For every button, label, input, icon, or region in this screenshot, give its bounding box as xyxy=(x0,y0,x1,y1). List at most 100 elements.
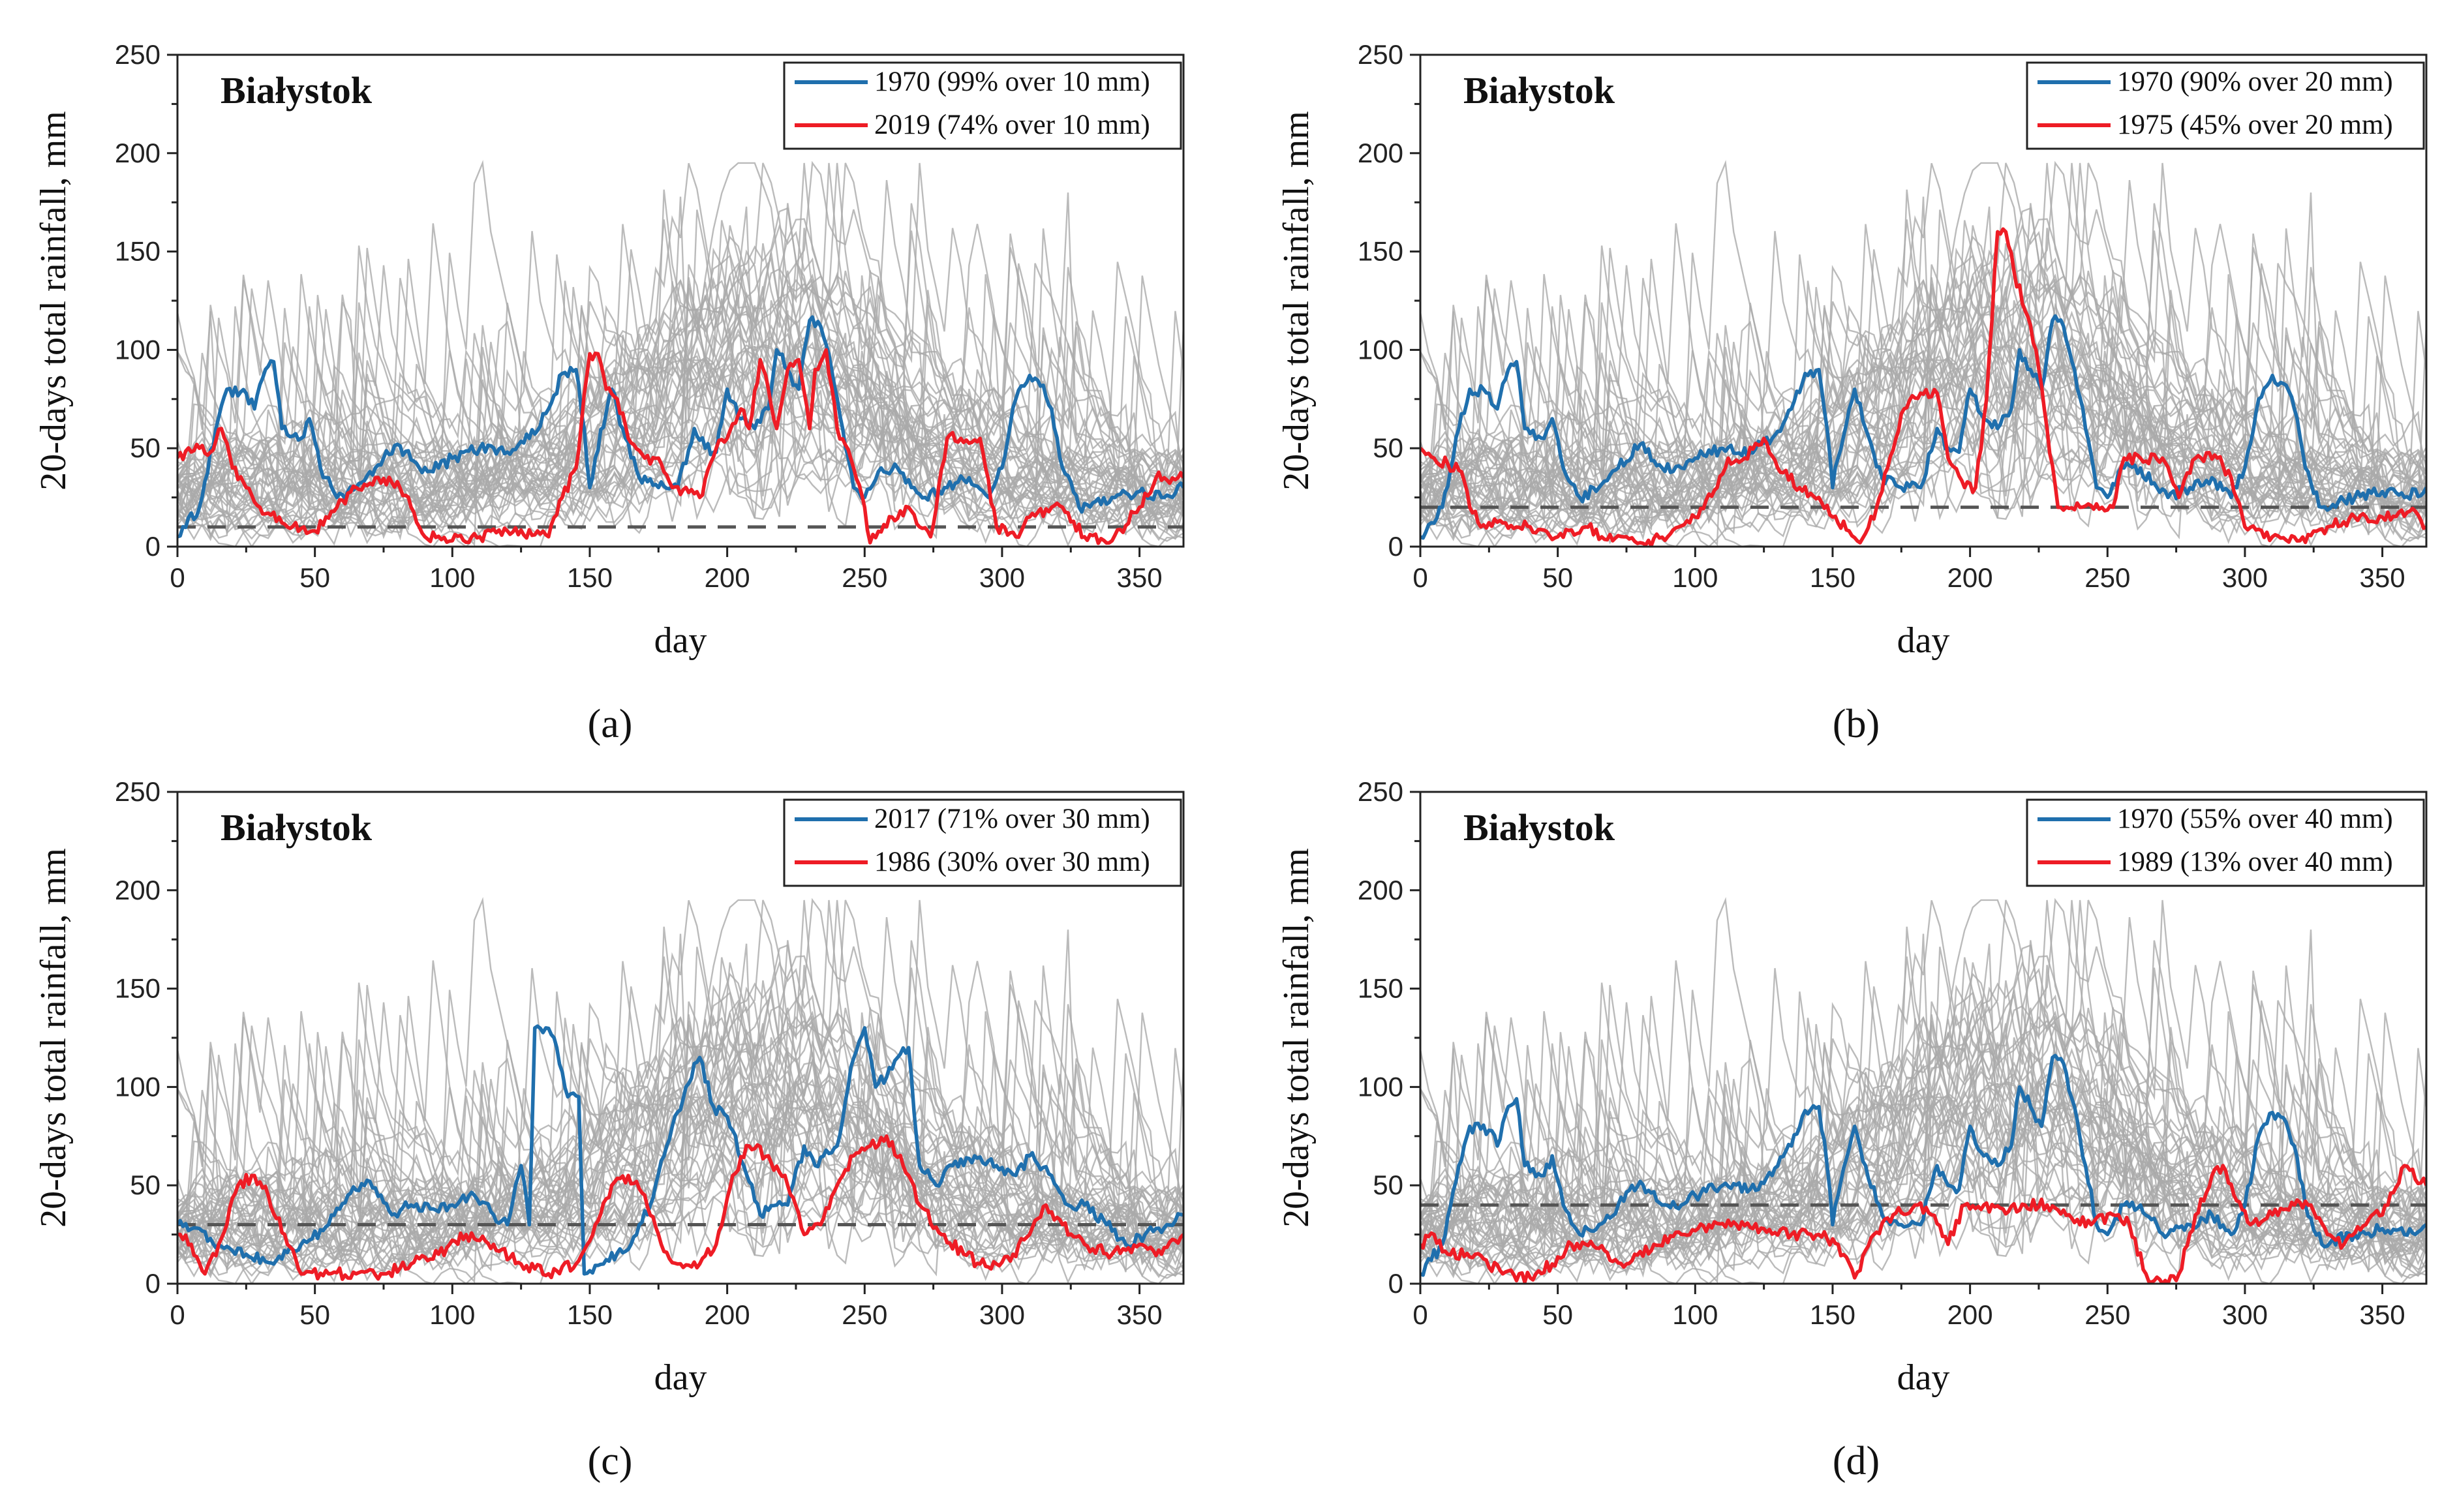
background-year-line xyxy=(177,984,1183,1271)
legend: 2017 (71% over 30 mm) 1986 (30% over 30 … xyxy=(783,798,1182,887)
panel-a: 0 50 100 150 200 250 300 350 0 50 100 150 200 250 Bia… xyxy=(33,39,1185,746)
series-line-1 xyxy=(1420,1053,2426,1277)
background-year-line xyxy=(177,965,1183,1269)
x-tick-label: 300 xyxy=(2222,562,2268,593)
background-year-line xyxy=(177,265,1183,534)
background-year-line xyxy=(1420,247,2426,534)
background-year-line xyxy=(177,898,1183,1261)
y-tick-label: 250 xyxy=(1358,39,1403,70)
panel-d: 0 50 100 150 200 250 300 350 0 50 100 150 200 250 Bia… xyxy=(1276,776,2428,1483)
background-year-line xyxy=(177,258,1183,540)
background-year-line xyxy=(1420,160,2426,524)
station-label: Białystok xyxy=(221,806,373,849)
background-year-line xyxy=(177,228,1183,532)
x-tick-label: 350 xyxy=(2360,1299,2405,1330)
legend-box xyxy=(783,798,1182,887)
background-year-line xyxy=(177,1158,1183,1284)
background-year-line xyxy=(177,991,1183,1235)
panel-label: (a) xyxy=(588,702,633,746)
y-tick-label: 100 xyxy=(115,1071,160,1102)
y-tick-label: 250 xyxy=(115,776,160,807)
panel-label: (b) xyxy=(1833,702,1880,746)
background-year-line xyxy=(1420,991,2426,1235)
series-line-2 xyxy=(1420,1164,2426,1284)
x-tick-label: 250 xyxy=(842,562,887,593)
legend-entry-2: 1975 (45% over 20 mm) xyxy=(2117,110,2393,140)
background-year-line xyxy=(1420,984,2426,1271)
background-year-line xyxy=(177,275,1183,518)
x-tick-label: 100 xyxy=(1672,1299,1718,1330)
y-tick-label: 250 xyxy=(115,39,160,70)
y-tick-label: 0 xyxy=(145,1268,160,1299)
y-tick-label: 100 xyxy=(1358,1071,1403,1102)
x-tick-label: 50 xyxy=(299,562,330,593)
background-year-line xyxy=(1420,224,2426,541)
legend-box xyxy=(2026,61,2425,150)
background-year-line xyxy=(1420,1027,2426,1278)
x-axis-title: day xyxy=(1897,620,1950,661)
legend-box xyxy=(2026,798,2425,887)
background-year-line xyxy=(177,1027,1183,1278)
x-tick-label: 150 xyxy=(1810,1299,1855,1330)
x-tick-label: 300 xyxy=(979,1299,1025,1330)
legend-entry-2: 1986 (30% over 30 mm) xyxy=(874,847,1150,877)
series-line-2 xyxy=(177,1134,1183,1281)
series-line-2 xyxy=(177,348,1183,545)
x-tick-label: 100 xyxy=(429,562,475,593)
x-tick-label: 200 xyxy=(1947,1299,1993,1330)
x-tick-label: 300 xyxy=(2222,1299,2268,1330)
legend-entry-2: 2019 (74% over 10 mm) xyxy=(874,110,1150,140)
panel-b: 0 50 100 150 200 250 300 350 0 50 100 150 200 250 Bia… xyxy=(1276,39,2428,746)
background-year-line xyxy=(177,421,1183,547)
legend-entry-1: 1970 (99% over 10 mm) xyxy=(874,67,1150,97)
x-tick-label: 0 xyxy=(170,1299,185,1330)
y-tick-label: 50 xyxy=(130,432,160,463)
y-tick-label: 150 xyxy=(1358,236,1403,267)
x-tick-label: 300 xyxy=(979,562,1025,593)
x-tick-label: 350 xyxy=(1117,1299,1163,1330)
x-axis-title: day xyxy=(1897,1357,1950,1398)
x-tick-label: 50 xyxy=(299,1299,330,1330)
y-tick-label: 100 xyxy=(1358,334,1403,365)
background-year-line xyxy=(177,1002,1183,1271)
background-year-line xyxy=(177,1012,1183,1255)
background-year-line xyxy=(1420,961,2426,1278)
axis-ticks: 0 50 100 150 200 250 300 350 0 50 100 150 200 250 xyxy=(115,39,1163,593)
background-year-line xyxy=(177,1018,1183,1274)
legend-entry-1: 1970 (90% over 20 mm) xyxy=(2117,67,2393,97)
y-tick-label: 150 xyxy=(115,973,160,1004)
panel-label: (d) xyxy=(1833,1439,1880,1483)
y-tick-label: 100 xyxy=(115,334,160,365)
y-tick-label: 200 xyxy=(115,138,160,168)
x-tick-label: 0 xyxy=(1412,1299,1427,1330)
series-line-1 xyxy=(177,1024,1183,1276)
background-year-line xyxy=(1420,254,2426,498)
background-year-line xyxy=(1420,898,2426,1261)
background-year-line xyxy=(177,1011,1183,1284)
background-year-line xyxy=(177,1082,1183,1284)
background-year-line xyxy=(177,162,1183,516)
background-year-line xyxy=(177,290,1183,541)
y-tick-label: 150 xyxy=(1358,973,1403,1004)
y-tick-label: 200 xyxy=(1358,138,1403,168)
legend-box xyxy=(783,61,1182,150)
y-axis-title: 20-days total rainfall, mm xyxy=(1276,111,1317,491)
legend: 1970 (99% over 10 mm) 2019 (74% over 10 … xyxy=(783,61,1182,150)
x-tick-label: 350 xyxy=(1117,562,1163,593)
y-tick-label: 0 xyxy=(145,531,160,562)
background-year-line xyxy=(1420,258,2426,540)
axis-ticks: 0 50 100 150 200 250 300 350 0 50 100 150 200 250 xyxy=(1358,776,2405,1330)
background-year-line xyxy=(177,254,1183,498)
background-series-group xyxy=(177,160,1183,547)
x-tick-label: 50 xyxy=(1542,1299,1573,1330)
legend-entry-1: 2017 (71% over 30 mm) xyxy=(874,804,1150,834)
background-year-line xyxy=(1420,900,2426,1253)
background-series-group xyxy=(1420,897,2426,1284)
background-year-line xyxy=(177,900,1183,1253)
background-year-line xyxy=(1420,231,2426,518)
legend-entry-1: 1970 (55% over 40 mm) xyxy=(2117,804,2393,834)
x-tick-label: 250 xyxy=(2084,562,2130,593)
legend-entry-2: 1989 (13% over 40 mm) xyxy=(2117,847,2393,877)
x-tick-label: 200 xyxy=(705,562,750,593)
axis-ticks: 0 50 100 150 200 250 300 350 0 50 100 150 200 250 xyxy=(115,776,1163,1330)
